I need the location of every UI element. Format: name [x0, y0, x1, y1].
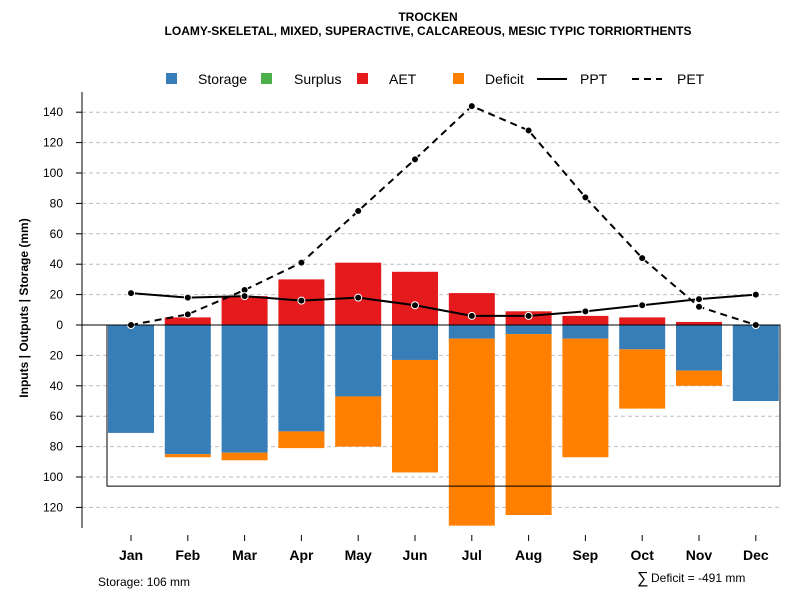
ppt-point — [183, 293, 192, 302]
legend-storage-label: Storage — [198, 71, 247, 87]
legend-deficit-swatch — [453, 73, 464, 84]
pet-point — [297, 258, 306, 267]
y-tick-label: 40 — [50, 257, 64, 271]
deficit-bar — [448, 338, 495, 526]
y-axis-label: Inputs | Outputs | Storage (mm) — [17, 218, 31, 397]
bars — [108, 262, 779, 526]
aet-bar — [392, 271, 438, 325]
storage-footnote: Storage: 106 mm — [98, 575, 190, 589]
legend-pet-label: PET — [677, 71, 705, 87]
deficit-bar — [562, 338, 609, 458]
y-tick-label: 100 — [43, 470, 63, 484]
storage-bar — [164, 325, 211, 455]
storage-bar — [505, 325, 552, 335]
legend-deficit-label: Deficit — [485, 71, 524, 87]
storage-bar — [676, 325, 722, 371]
y-tick-label: 0 — [56, 318, 63, 332]
x-tick-label: Feb — [175, 547, 200, 563]
pet-point — [524, 126, 533, 135]
ppt-point — [695, 295, 703, 304]
chart-title: TROCKEN — [398, 10, 457, 24]
storage-bar — [335, 325, 382, 397]
legend-aet-swatch — [357, 73, 368, 84]
pet-point — [581, 193, 590, 202]
legend: Storage Surplus AET Deficit PPT PET — [166, 71, 705, 87]
y-tick-label: 120 — [43, 500, 63, 514]
aet-bar — [448, 293, 495, 325]
pet-point — [467, 102, 476, 111]
storage-bar — [619, 325, 666, 350]
x-tick-label: Sep — [573, 547, 599, 563]
y-tick-label: 20 — [50, 288, 64, 302]
ppt-line — [130, 292, 756, 317]
ppt-point — [638, 301, 647, 310]
x-tick-label: Nov — [686, 547, 713, 563]
x-tick-label: Dec — [743, 547, 769, 563]
storage-bar — [732, 325, 779, 401]
pet-point — [695, 302, 703, 311]
storage-bar — [392, 325, 438, 360]
ppt-point — [581, 307, 590, 316]
ppt-point — [751, 290, 760, 299]
x-tick-label: Jun — [403, 547, 428, 563]
storage-bar — [562, 325, 609, 339]
pet-line — [130, 104, 757, 326]
deficit-bar — [164, 454, 211, 458]
pet-point — [354, 207, 363, 215]
storage-bar — [278, 325, 325, 432]
aet-bar — [164, 317, 211, 325]
y-tick-label: 20 — [50, 348, 64, 362]
legend-surplus-swatch — [261, 73, 272, 84]
chart-subtitle: LOAMY-SKELETAL, MIXED, SUPERACTIVE, CALC… — [165, 24, 692, 38]
y-tick-label: 60 — [50, 409, 64, 423]
y-tick-label: 80 — [50, 196, 64, 210]
deficit-bar — [619, 349, 666, 409]
x-tick-label: Jul — [462, 547, 482, 563]
aet-bar — [562, 315, 609, 325]
deficit-bar — [335, 396, 382, 447]
x-tick-label: Oct — [631, 547, 655, 563]
deficit-bar — [221, 452, 268, 461]
aet-bar — [676, 321, 722, 325]
pet-point — [183, 310, 192, 319]
deficit-bar — [392, 359, 438, 473]
legend-surplus-label: Surplus — [294, 71, 341, 87]
x-tick-label: Jan — [119, 547, 143, 563]
x-tick-label: Apr — [289, 547, 314, 563]
x-tick-label: May — [345, 547, 372, 563]
sum-symbol: ∑ — [637, 570, 648, 587]
deficit-bar — [278, 431, 325, 449]
pet-point — [411, 155, 419, 164]
ppt-point — [240, 292, 249, 301]
deficit-bar — [676, 370, 722, 386]
legend-ppt-label: PPT — [580, 71, 608, 87]
y-tick-label: 120 — [43, 136, 63, 150]
y-tick-label: 40 — [50, 379, 64, 393]
legend-aet-label: AET — [389, 71, 417, 87]
ppt-point — [297, 296, 306, 305]
y-tick-label: 100 — [43, 166, 63, 180]
y-tick-label: 140 — [43, 105, 63, 119]
pet-point — [638, 254, 647, 263]
y-tick-label: 60 — [50, 227, 64, 241]
x-tick-label: Mar — [232, 547, 257, 563]
storage-bar — [221, 325, 268, 453]
x-tick-label: Aug — [515, 547, 542, 563]
y-tick-label: 80 — [50, 440, 64, 454]
storage-bar — [108, 325, 154, 433]
ppt-point — [524, 311, 533, 320]
deficit-footnote: Deficit = -491 mm — [651, 571, 745, 585]
axes: 140 120 100 80 60 40 20 0 20 40 60 80 100 120 Jan Feb Ma… — [43, 92, 780, 563]
aet-bar — [619, 317, 666, 325]
legend-storage-swatch — [166, 73, 177, 84]
ppt-point — [467, 311, 476, 320]
ppt-point — [127, 289, 135, 298]
storage-bar — [448, 325, 495, 339]
aet-bar — [221, 296, 268, 325]
ppt-point — [354, 293, 363, 302]
deficit-bar — [505, 334, 552, 515]
series-lines — [127, 102, 760, 329]
ppt-point — [411, 301, 419, 310]
